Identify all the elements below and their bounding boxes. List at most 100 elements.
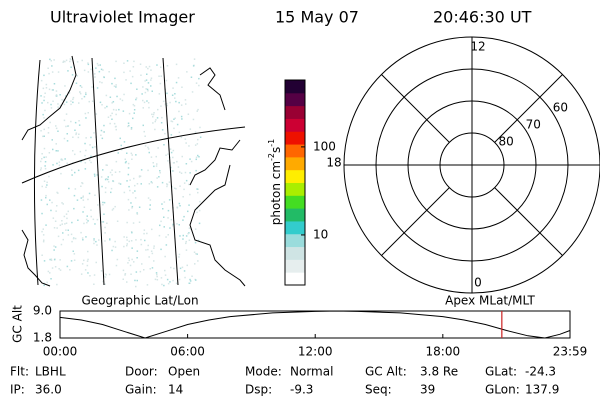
speck	[172, 279, 174, 282]
speck	[115, 60, 117, 63]
speck	[198, 84, 200, 87]
speck	[80, 185, 82, 187]
speck	[129, 189, 131, 192]
speck	[44, 167, 47, 170]
field-label: GC Alt:	[365, 365, 407, 379]
field-label: Flt:	[10, 365, 29, 379]
speck	[164, 132, 166, 135]
speck	[163, 284, 165, 287]
speck	[43, 284, 45, 287]
speck	[73, 253, 76, 255]
speck	[41, 158, 43, 160]
speck	[87, 71, 90, 73]
speck	[185, 142, 187, 144]
speck	[97, 64, 100, 67]
color-band	[285, 208, 305, 222]
speck	[70, 58, 72, 61]
speck	[75, 132, 78, 134]
speck	[73, 207, 75, 210]
colorbar-tick-label: 100	[313, 139, 336, 153]
speck	[173, 127, 175, 130]
speck	[76, 75, 79, 77]
speck	[168, 181, 171, 183]
speck	[66, 140, 69, 142]
speck	[87, 220, 89, 222]
speck	[133, 261, 135, 263]
speck	[90, 161, 92, 164]
speck	[58, 164, 61, 167]
speck	[45, 196, 47, 199]
speck	[85, 149, 87, 152]
speck	[57, 103, 59, 105]
speck	[59, 94, 61, 96]
speck	[57, 235, 60, 238]
speck	[185, 179, 188, 182]
speck	[196, 211, 198, 214]
speck	[106, 105, 108, 108]
speck	[112, 108, 115, 111]
speck	[109, 171, 112, 174]
speck	[138, 175, 141, 177]
speck	[42, 228, 44, 230]
speck	[148, 183, 151, 185]
speck	[95, 113, 98, 115]
speck	[62, 232, 64, 234]
speck	[166, 104, 168, 107]
speck	[135, 285, 137, 288]
speck	[102, 169, 104, 171]
speck	[147, 102, 150, 104]
speck	[47, 101, 49, 104]
speck	[151, 113, 153, 116]
speck	[41, 230, 43, 233]
speck	[154, 278, 157, 281]
field-label: Gain:	[125, 383, 157, 397]
speck	[156, 163, 158, 165]
speck	[140, 183, 142, 185]
speck	[182, 196, 184, 198]
speck	[111, 249, 113, 252]
speck	[109, 239, 111, 241]
mlt-label: 12	[470, 40, 485, 54]
mlt-spoke	[494, 74, 563, 143]
speck	[130, 273, 132, 275]
speck	[172, 162, 175, 164]
color-band	[285, 182, 305, 196]
speck	[68, 92, 71, 94]
speck	[155, 155, 157, 158]
speck	[185, 240, 187, 243]
speck	[172, 170, 175, 172]
field-value: 137.9	[525, 383, 559, 397]
speck	[128, 259, 130, 262]
speck	[186, 71, 188, 73]
speck	[189, 128, 192, 130]
speck	[83, 206, 86, 208]
speck	[83, 259, 85, 262]
speck	[159, 170, 161, 172]
speck	[129, 264, 132, 267]
speck	[175, 63, 178, 66]
speck	[126, 236, 128, 239]
speck	[189, 280, 192, 282]
speck	[154, 128, 156, 131]
speck	[147, 146, 149, 149]
speck	[104, 232, 106, 234]
speck	[178, 278, 181, 281]
speck	[102, 131, 105, 133]
speck	[172, 223, 174, 226]
label-exponent: -2	[267, 153, 276, 161]
speck	[94, 223, 96, 225]
speck	[144, 239, 146, 242]
speck	[154, 120, 156, 123]
speck	[40, 95, 42, 97]
speck	[45, 87, 48, 89]
speck	[146, 88, 149, 91]
speck	[83, 69, 86, 72]
speck	[198, 222, 201, 225]
speck	[166, 102, 168, 105]
speck	[175, 100, 177, 103]
speck	[97, 204, 99, 206]
speck	[43, 117, 45, 119]
speck	[55, 210, 57, 212]
speck	[77, 219, 79, 221]
speck	[70, 100, 72, 102]
